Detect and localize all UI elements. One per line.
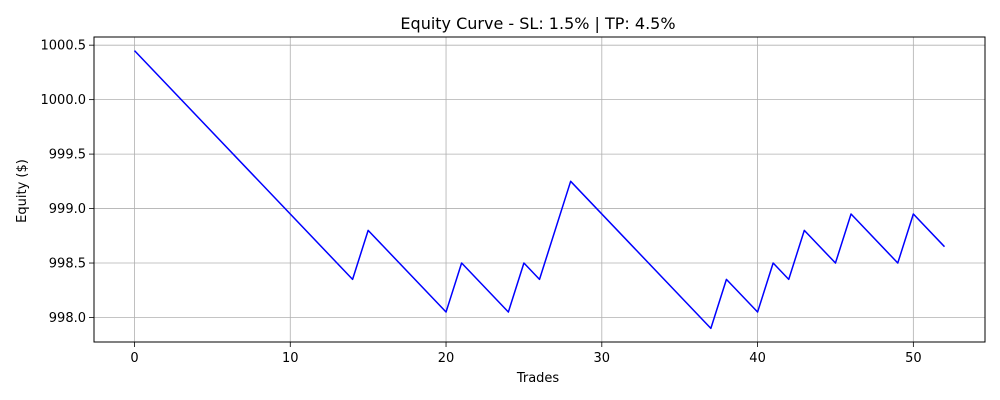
x-tick-label: 50 — [905, 351, 922, 366]
x-tick-label: 10 — [282, 351, 299, 366]
y-tick-label: 998.0 — [49, 311, 86, 326]
x-tick-label: 40 — [749, 351, 766, 366]
y-tick-label: 1000.0 — [41, 93, 87, 108]
grid-lines — [94, 37, 985, 342]
x-tick-label: 20 — [438, 351, 455, 366]
x-tick-label: 30 — [594, 351, 611, 366]
y-tick-label: 999.5 — [49, 148, 86, 163]
y-tick-label: 998.5 — [49, 257, 86, 272]
y-axis-label: Equity ($) — [15, 159, 30, 223]
series-layer — [133, 50, 946, 330]
y-tick-label: 1000.5 — [41, 39, 87, 54]
y-tick-label: 999.0 — [49, 202, 86, 217]
plot-frame — [93, 36, 986, 343]
x-axis-label: Trades — [516, 371, 560, 386]
chart-title: Equity Curve - SL: 1.5% | TP: 4.5% — [400, 14, 675, 33]
equity-series-line — [133, 50, 946, 330]
axis-ticks: 0 10 20 30 40 50 998.0 998.5 999.0 999.5 1000.0 100… — [41, 39, 922, 366]
x-tick-label: 0 — [130, 351, 138, 366]
